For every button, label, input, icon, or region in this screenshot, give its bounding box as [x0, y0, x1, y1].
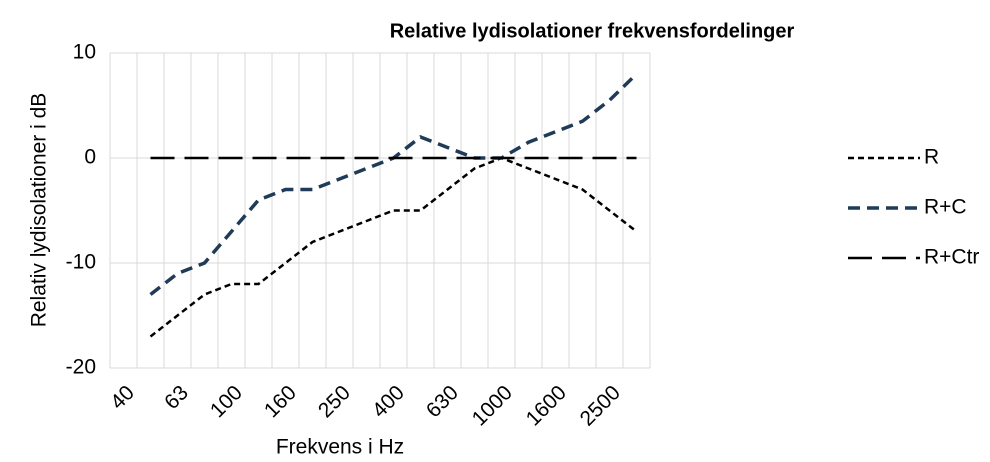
y-axis-label: Relativ lydisolationer i dB	[28, 93, 51, 328]
x-tick-label: 630	[422, 381, 463, 422]
x-tick-label: 100	[206, 381, 247, 422]
x-tick-label: 250	[314, 381, 355, 422]
chart-title: Relative lydisolationer frekvensfordelin…	[390, 20, 795, 42]
x-tick-label: 63	[160, 381, 193, 414]
x-tick-label: 40	[106, 381, 139, 414]
y-tick-label: -10	[66, 251, 96, 274]
x-tick-label: 160	[260, 381, 301, 422]
y-tick-label: 0	[84, 146, 96, 169]
y-tick-label: -20	[66, 356, 96, 379]
x-tick-label: 1600	[522, 381, 571, 430]
legend-label: R+Ctr	[924, 246, 979, 269]
x-tick-label: 400	[368, 381, 409, 422]
legend-label: R+C	[924, 196, 967, 219]
legend-label: R	[924, 146, 939, 169]
series-line	[149, 72, 638, 296]
y-tick-label: 10	[73, 41, 96, 64]
x-tick-label: 1000	[468, 381, 517, 430]
series-line	[149, 156, 638, 338]
x-tick-label: 2500	[576, 381, 625, 430]
x-axis-label: Frekvens i Hz	[276, 436, 404, 459]
